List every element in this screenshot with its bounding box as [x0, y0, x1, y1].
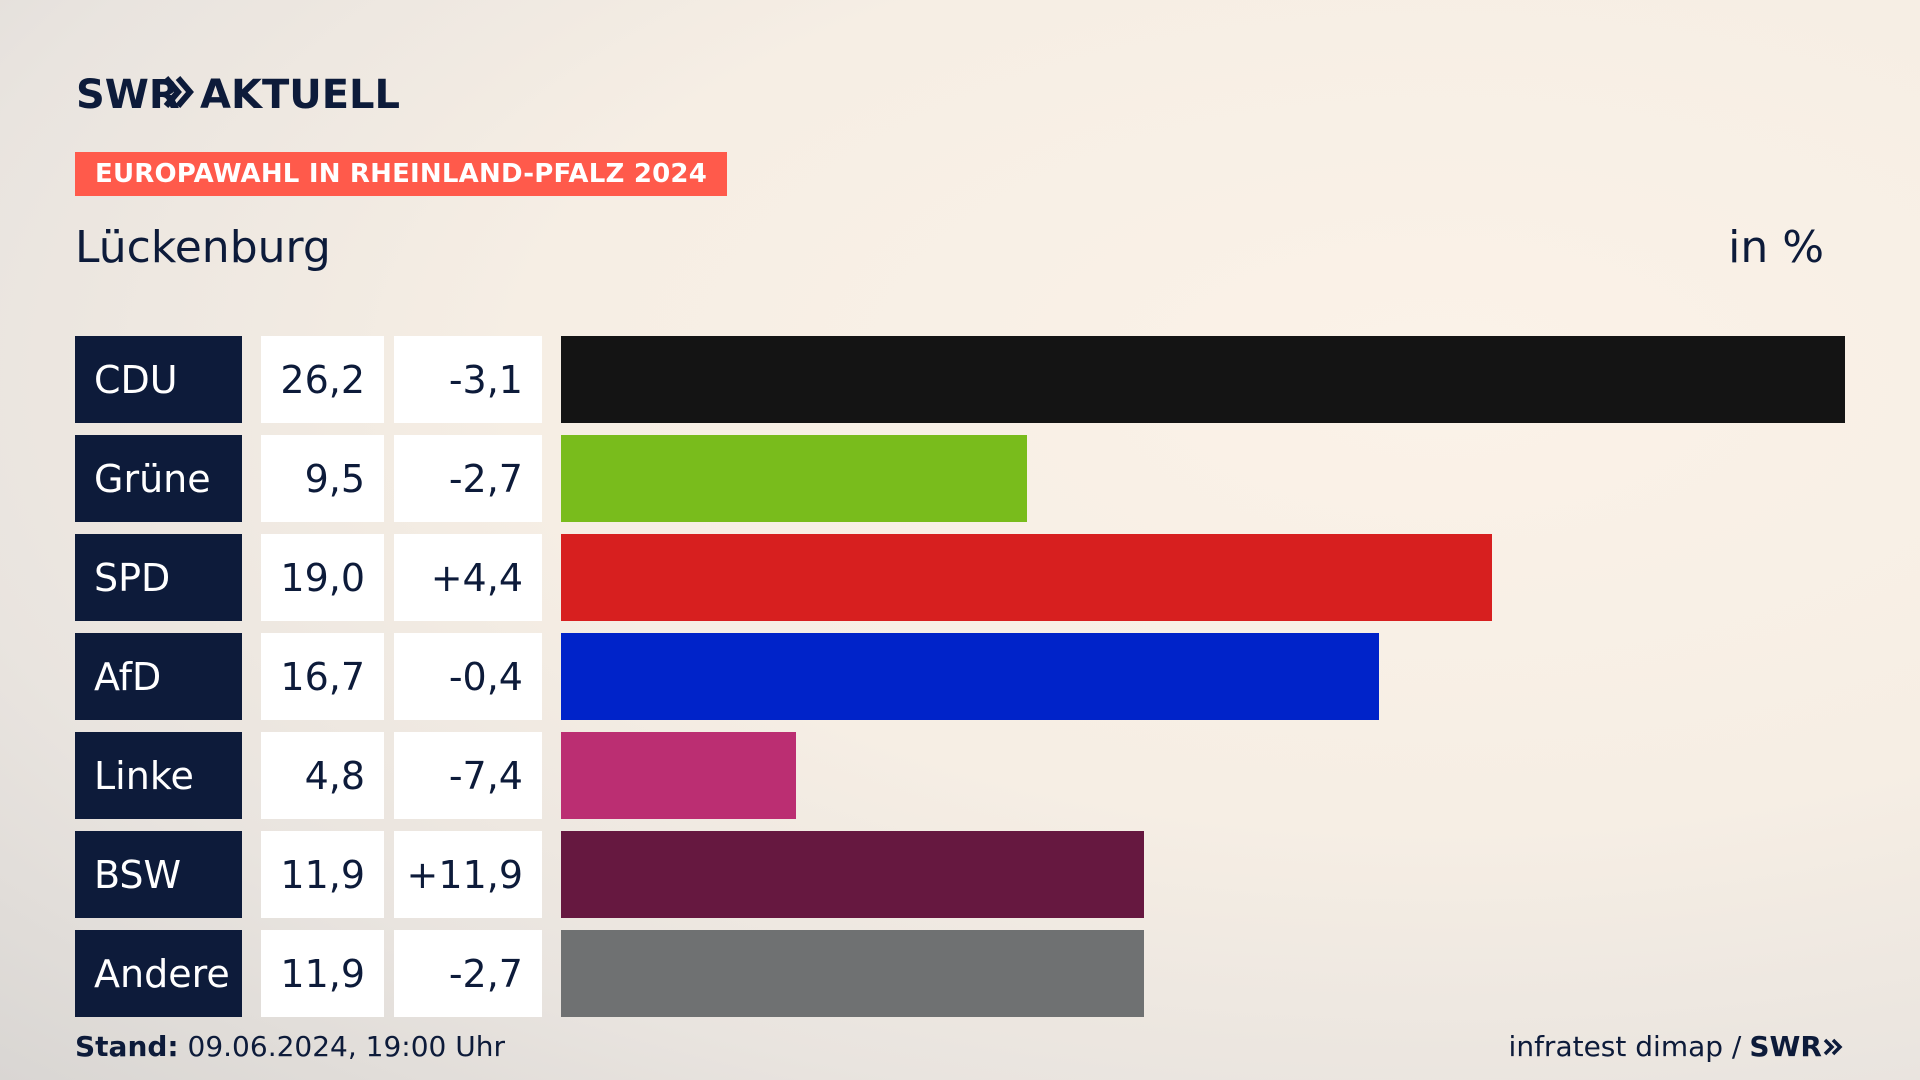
bar: [561, 831, 1144, 918]
vote-share-label: 16,7: [261, 633, 384, 720]
party-label: CDU: [75, 336, 242, 423]
bar: [561, 336, 1845, 423]
bar: [561, 534, 1492, 621]
swr-brand: SWR: [1749, 1030, 1844, 1063]
stand-label: Stand:: [75, 1030, 179, 1063]
source-text: infratest dimap /: [1508, 1030, 1742, 1063]
party-label: BSW: [75, 831, 242, 918]
bar: [561, 732, 796, 819]
timestamp: Stand: 09.06.2024, 19:00 Uhr: [75, 1030, 505, 1063]
bar: [561, 930, 1144, 1017]
bar: [561, 633, 1379, 720]
change-label: -2,7: [394, 930, 542, 1017]
party-label: Andere: [75, 930, 242, 1017]
change-label: +4,4: [394, 534, 542, 621]
stand-value: 09.06.2024, 19:00 Uhr: [187, 1030, 505, 1063]
chevrons-icon: [1823, 1038, 1843, 1055]
svg-text:AKTUELL: AKTUELL: [200, 72, 400, 116]
swr-brand-text: SWR: [1749, 1030, 1822, 1063]
change-label: -2,7: [394, 435, 542, 522]
vote-share-label: 11,9: [261, 930, 384, 1017]
bar: [561, 435, 1027, 522]
swr-aktuell-logo-image: SWR AKTUELL: [76, 72, 400, 116]
party-label: Grüne: [75, 435, 242, 522]
vote-share-label: 4,8: [261, 732, 384, 819]
vote-share-label: 19,0: [261, 534, 384, 621]
svg-text:SWR: SWR: [76, 72, 180, 116]
vote-share-label: 11,9: [261, 831, 384, 918]
unit-label: in %: [1728, 222, 1824, 273]
party-label: Linke: [75, 732, 242, 819]
change-label: -0,4: [394, 633, 542, 720]
page-title: Lückenburg: [75, 222, 331, 273]
swr-aktuell-logo: SWR AKTUELL: [76, 68, 416, 116]
vote-share-label: 26,2: [261, 336, 384, 423]
change-label: +11,9: [394, 831, 542, 918]
party-label: SPD: [75, 534, 242, 621]
vote-share-label: 9,5: [261, 435, 384, 522]
change-label: -3,1: [394, 336, 542, 423]
change-label: -7,4: [394, 732, 542, 819]
party-label: AfD: [75, 633, 242, 720]
election-tag: EUROPAWAHL IN RHEINLAND-PFALZ 2024: [75, 152, 727, 196]
source-credit: infratest dimap / SWR: [1509, 1030, 1844, 1063]
